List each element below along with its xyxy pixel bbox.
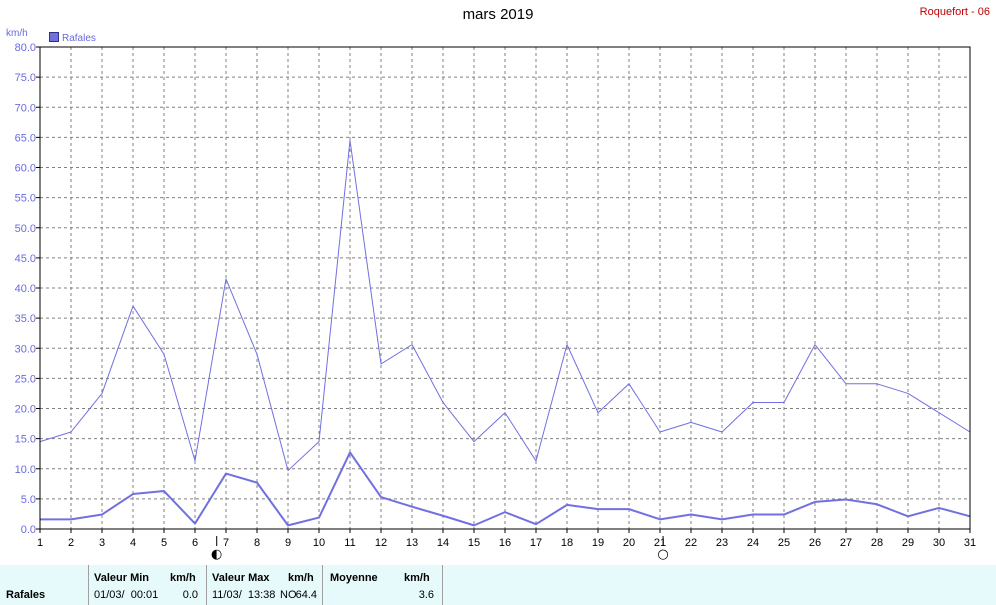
avg-value: 3.6 bbox=[418, 589, 434, 601]
x-tick-label: 31 bbox=[964, 537, 976, 549]
y-tick-label: 10.0 bbox=[15, 464, 36, 476]
x-tick-label: 22 bbox=[685, 537, 697, 549]
new-moon-icon: ◐ bbox=[211, 547, 222, 562]
x-tick-label: 17 bbox=[530, 537, 542, 549]
y-tick-label: 35.0 bbox=[15, 313, 36, 325]
y-tick-label: 55.0 bbox=[15, 193, 36, 205]
x-tick-label: 2 bbox=[68, 537, 74, 549]
y-axis: 0.0 5.0 10.0 15.0 20.0 25.0 30.0 35.0 40.0 45.0 50… bbox=[15, 42, 40, 536]
x-tick-label: 7 bbox=[223, 537, 229, 549]
max-header: Valeur Max bbox=[212, 572, 270, 584]
x-tick-label: 5 bbox=[161, 537, 167, 549]
min-value: 0.0 bbox=[182, 589, 198, 601]
legend-label: Rafales bbox=[62, 33, 96, 44]
x-tick-label: 25 bbox=[778, 537, 790, 549]
footer-max-cell: Valeur Max km/h 11/03/ 13:38 NO 64.4 bbox=[206, 565, 323, 605]
y-tick-label: 45.0 bbox=[15, 253, 36, 265]
stats-footer: Rafales Valeur Min km/h 01/03/ 00:01 0.0… bbox=[0, 565, 996, 605]
y-tick-label: 60.0 bbox=[15, 163, 36, 175]
x-tick-label: 16 bbox=[499, 537, 511, 549]
station-name: Roquefort - 06 bbox=[919, 6, 990, 18]
x-axis: 1 2 3 4 5 6 7 8 9 10 11 12 13 14 15 16 17 18 19 20 21 22 23 24 2… bbox=[37, 529, 976, 549]
x-tick-label: 14 bbox=[437, 537, 449, 549]
x-tick-label: 9 bbox=[285, 537, 291, 549]
y-tick-label: 80.0 bbox=[15, 42, 36, 54]
series-lines bbox=[39, 139, 971, 527]
x-tick-label: 30 bbox=[933, 537, 945, 549]
avg-header: Moyenne bbox=[330, 572, 378, 584]
y-tick-label: 30.0 bbox=[15, 343, 36, 355]
footer-avg-cell: Moyenne km/h 3.6 bbox=[322, 565, 443, 605]
y-tick-label: 0.0 bbox=[21, 524, 36, 536]
max-date: 11/03/ 13:38 bbox=[212, 589, 276, 601]
max-value: 64.4 bbox=[295, 589, 317, 601]
y-tick-label: 5.0 bbox=[21, 494, 36, 506]
max-dir: NO bbox=[280, 589, 297, 601]
min-date: 01/03/ 00:01 bbox=[94, 589, 159, 601]
x-tick-label: 11 bbox=[344, 537, 355, 549]
x-tick-label: 23 bbox=[716, 537, 728, 549]
y-unit-label: km/h bbox=[6, 28, 28, 39]
x-tick-label: 13 bbox=[406, 537, 418, 549]
full-moon-icon: ○ bbox=[657, 547, 668, 562]
footer-row-label: Rafales bbox=[6, 589, 46, 601]
max-unit: km/h bbox=[288, 572, 314, 584]
y-tick-label: 75.0 bbox=[15, 72, 36, 84]
legend: Rafales bbox=[49, 32, 96, 44]
grid bbox=[40, 47, 970, 529]
x-tick-label: 1 bbox=[37, 537, 43, 549]
x-tick-label: 26 bbox=[809, 537, 821, 549]
series-line-rafales bbox=[39, 139, 971, 472]
x-tick-label: 27 bbox=[840, 537, 852, 549]
chart-area: 0.0 5.0 10.0 15.0 20.0 25.0 30.0 35.0 40.0 45.0 50… bbox=[15, 42, 977, 562]
moon-phases: ◐ ○ bbox=[211, 536, 669, 562]
min-header: Valeur Min bbox=[94, 572, 150, 584]
x-tick-label: 12 bbox=[375, 537, 387, 549]
min-unit: km/h bbox=[170, 572, 196, 584]
chart-title: mars 2019 bbox=[462, 6, 534, 23]
y-tick-label: 25.0 bbox=[15, 373, 36, 385]
x-tick-label: 24 bbox=[747, 537, 759, 549]
legend-swatch bbox=[49, 32, 59, 42]
x-tick-label: 6 bbox=[192, 537, 198, 549]
x-tick-label: 19 bbox=[592, 537, 604, 549]
avg-unit: km/h bbox=[404, 572, 430, 584]
plot-frame bbox=[39, 46, 971, 530]
x-tick-label: 28 bbox=[871, 537, 883, 549]
y-tick-label: 40.0 bbox=[15, 283, 36, 295]
y-tick-label: 65.0 bbox=[15, 132, 36, 144]
x-tick-label: 15 bbox=[468, 537, 480, 549]
y-tick-label: 20.0 bbox=[15, 404, 36, 416]
footer-min-cell: Valeur Min km/h 01/03/ 00:01 0.0 bbox=[88, 565, 207, 605]
x-tick-label: 8 bbox=[254, 537, 260, 549]
series-line-mean bbox=[40, 451, 971, 527]
y-tick-label: 70.0 bbox=[15, 102, 36, 114]
x-tick-label: 4 bbox=[130, 537, 136, 549]
footer-label-cell: Rafales bbox=[0, 565, 89, 605]
x-tick-label: 18 bbox=[561, 537, 573, 549]
x-tick-label: 29 bbox=[902, 537, 914, 549]
x-tick-label: 20 bbox=[623, 537, 635, 549]
x-tick-label: 3 bbox=[99, 537, 105, 549]
x-tick-label: 10 bbox=[313, 537, 325, 549]
y-tick-label: 50.0 bbox=[15, 223, 36, 235]
y-tick-label: 15.0 bbox=[15, 434, 36, 446]
